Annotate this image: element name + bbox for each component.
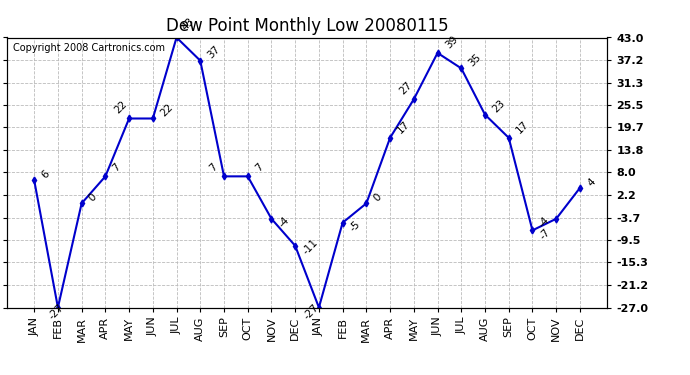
Text: -11: -11 (301, 238, 320, 257)
Text: 22: 22 (112, 99, 129, 116)
Text: 4: 4 (586, 176, 598, 188)
Text: 22: 22 (159, 102, 175, 118)
Text: -27: -27 (302, 302, 322, 321)
Text: -4: -4 (537, 216, 551, 230)
Text: 7: 7 (207, 162, 219, 174)
Text: 6: 6 (40, 168, 52, 180)
Text: 17: 17 (395, 118, 412, 135)
Text: 7: 7 (253, 162, 265, 174)
Text: 27: 27 (397, 80, 413, 96)
Text: 39: 39 (443, 34, 460, 50)
Text: 17: 17 (514, 118, 531, 135)
Text: Copyright 2008 Cartronics.com: Copyright 2008 Cartronics.com (13, 43, 165, 53)
Text: -7: -7 (538, 227, 553, 242)
Text: 43: 43 (179, 15, 196, 32)
Text: 0: 0 (87, 192, 99, 203)
Text: 23: 23 (491, 98, 507, 115)
Text: 7: 7 (111, 162, 123, 174)
Text: -4: -4 (277, 216, 291, 230)
Text: 0: 0 (372, 192, 384, 203)
Text: 37: 37 (206, 44, 222, 61)
Text: 35: 35 (467, 52, 483, 68)
Text: -5: -5 (348, 219, 363, 234)
Title: Dew Point Monthly Low 20080115: Dew Point Monthly Low 20080115 (166, 16, 448, 34)
Text: -27: -27 (47, 302, 66, 321)
